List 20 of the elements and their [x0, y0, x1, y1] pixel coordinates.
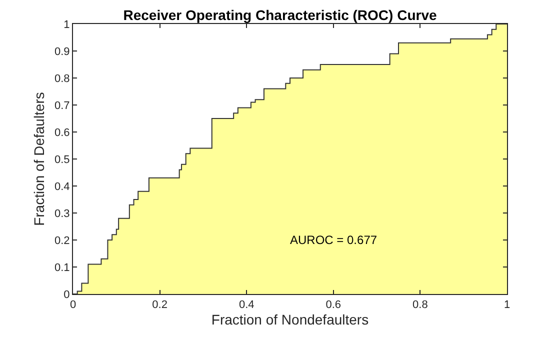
- y-tick-label: 0.8: [54, 72, 70, 85]
- x-axis-title: Fraction of Nondefaulters: [211, 312, 369, 328]
- y-tick-label: 0.2: [54, 234, 70, 247]
- y-tick-label: 0.9: [54, 46, 70, 58]
- x-tick-label: 0.6: [326, 299, 342, 312]
- x-tick-label: 0.4: [238, 299, 254, 312]
- x-tick-label: 0.2: [152, 299, 168, 312]
- x-tick-label: 1: [504, 299, 510, 312]
- y-tick-label: 0.4: [54, 180, 70, 193]
- y-tick-label: 0.5: [54, 154, 70, 166]
- y-tick-label: 0: [64, 288, 70, 301]
- y-tick-label: 0.7: [54, 100, 70, 112]
- y-tick-label: 0.6: [54, 126, 70, 139]
- y-axis-title: Fraction of Defaulters: [31, 92, 48, 226]
- y-tick-label: 0.3: [54, 208, 70, 220]
- chart-title: Receiver Operating Characteristic (ROC) Curve: [123, 6, 437, 23]
- y-tick-label: 1: [64, 18, 70, 31]
- annotation: AUROC = 0.677: [290, 233, 378, 247]
- x-tick-label: 0.8: [412, 299, 428, 312]
- y-tick-label: 0.1: [54, 262, 70, 274]
